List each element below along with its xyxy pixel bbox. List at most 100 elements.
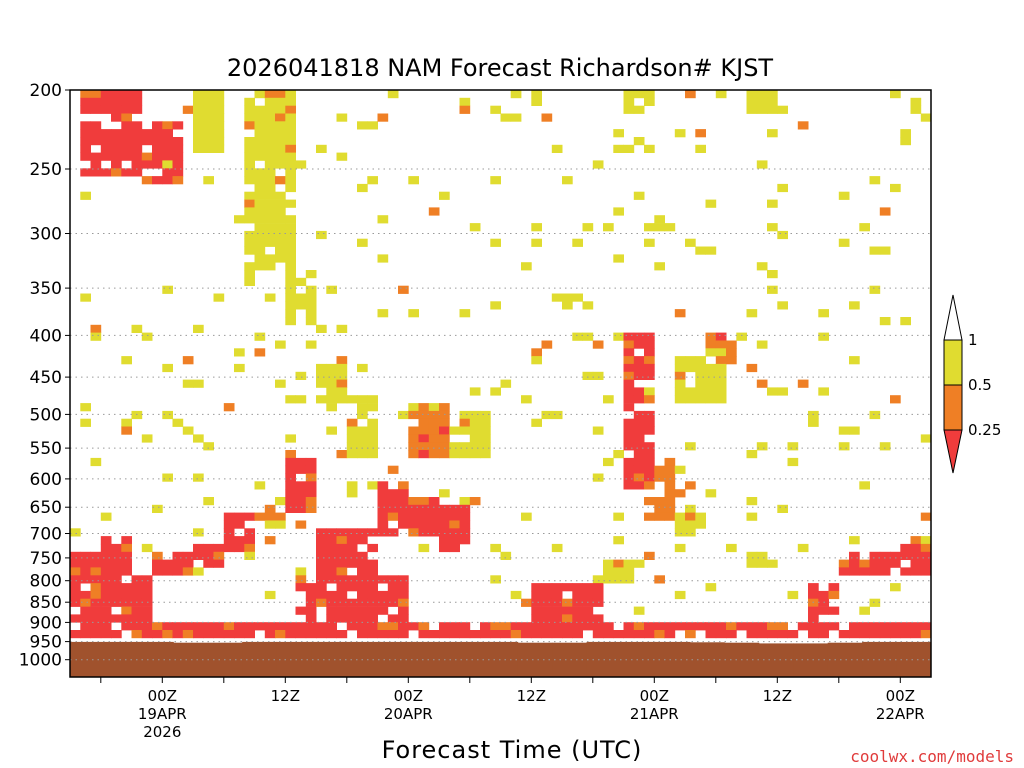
ri-cell xyxy=(603,223,614,232)
ri-cell xyxy=(254,129,266,138)
ri-cell xyxy=(264,590,276,600)
ri-cell xyxy=(193,434,204,443)
ri-cell xyxy=(264,121,276,130)
ri-cell xyxy=(531,583,542,592)
ri-cell xyxy=(756,442,768,451)
ri-cell xyxy=(285,481,296,490)
ri-cell xyxy=(316,324,327,333)
ri-cell xyxy=(500,379,512,388)
ri-cell xyxy=(408,176,419,185)
ri-cell xyxy=(131,324,143,333)
ri-cell xyxy=(244,551,255,560)
ri-cell xyxy=(777,630,788,639)
ri-cell xyxy=(890,559,901,568)
ri-cell xyxy=(285,137,296,146)
ri-cell xyxy=(152,630,163,639)
ri-cell xyxy=(172,418,184,427)
ri-cell xyxy=(521,395,532,404)
legend-swatch-above-1 xyxy=(943,294,963,341)
ri-cell xyxy=(121,121,132,130)
gridlines xyxy=(70,168,931,661)
ri-cell xyxy=(428,426,440,435)
ri-cell xyxy=(787,590,799,600)
ri-cell xyxy=(408,528,419,537)
ri-cell xyxy=(469,630,481,639)
ri-cell xyxy=(152,551,163,560)
ri-cell xyxy=(141,583,153,592)
ri-cell xyxy=(756,551,768,560)
ri-cell xyxy=(182,426,194,435)
ri-cell xyxy=(285,630,296,639)
ri-cell xyxy=(869,246,881,255)
ri-cell xyxy=(859,223,870,232)
ri-cell xyxy=(305,489,317,498)
ri-cell xyxy=(275,121,286,130)
ri-cell xyxy=(685,387,696,396)
ri-cell xyxy=(469,442,481,451)
ri-cell xyxy=(408,442,419,451)
ri-cell xyxy=(490,301,501,310)
ri-cell xyxy=(531,598,542,607)
ri-cell xyxy=(449,450,460,459)
ri-cell xyxy=(695,246,706,255)
ri-cell xyxy=(111,105,122,114)
ri-cell xyxy=(367,598,378,607)
ri-cell xyxy=(787,442,799,451)
ri-cell xyxy=(285,113,296,122)
ri-cell xyxy=(121,113,132,122)
ri-cell xyxy=(551,606,563,615)
ri-cell xyxy=(336,536,348,545)
x-tick-label: 00Z xyxy=(640,687,669,705)
ri-cell xyxy=(777,301,788,310)
ri-cell xyxy=(900,622,911,631)
ri-cell xyxy=(295,457,307,467)
ri-cell xyxy=(510,90,522,99)
ri-cell xyxy=(715,356,727,365)
ri-cell xyxy=(398,622,409,631)
ri-cell xyxy=(367,567,378,576)
ri-cell xyxy=(367,395,378,404)
ri-cell xyxy=(449,536,460,545)
ri-cell xyxy=(469,223,481,232)
ri-cell xyxy=(213,121,225,130)
ri-cell xyxy=(726,348,737,357)
ri-cell xyxy=(685,528,696,537)
ri-cell xyxy=(141,590,153,600)
ri-cell xyxy=(254,183,266,193)
ri-cell xyxy=(705,246,717,255)
ri-cell xyxy=(408,450,419,459)
ri-cell xyxy=(213,543,225,553)
ri-cell xyxy=(818,630,829,639)
ri-cell xyxy=(685,520,696,529)
ri-cell xyxy=(644,630,655,639)
ri-cell xyxy=(644,410,655,420)
ri-cell xyxy=(900,567,911,576)
ri-cell xyxy=(449,622,460,631)
ri-cell xyxy=(90,152,102,161)
ri-cell xyxy=(910,105,922,114)
ri-cell xyxy=(592,598,604,607)
ri-cell xyxy=(90,105,102,114)
ri-cell xyxy=(305,622,317,631)
ri-cell xyxy=(408,403,419,412)
ri-cell xyxy=(121,129,132,138)
ri-cell xyxy=(459,528,471,537)
x-tick-label: 12Z xyxy=(517,687,546,705)
ri-cell xyxy=(367,590,378,600)
ri-cell xyxy=(285,215,296,224)
ri-cell xyxy=(213,97,225,106)
ri-cell xyxy=(264,230,276,240)
ri-cell xyxy=(715,371,727,380)
ri-cell xyxy=(80,152,91,161)
ri-cell xyxy=(90,97,102,106)
ri-cell xyxy=(193,90,204,99)
ri-cell xyxy=(674,489,686,498)
ri-cell xyxy=(121,622,132,631)
ri-cell xyxy=(644,426,655,435)
ri-cell xyxy=(70,614,81,623)
ri-cell xyxy=(490,575,501,584)
ri-cell xyxy=(705,387,717,396)
ri-cell xyxy=(633,418,645,427)
ri-cell xyxy=(890,583,901,592)
ri-cell xyxy=(264,199,276,208)
